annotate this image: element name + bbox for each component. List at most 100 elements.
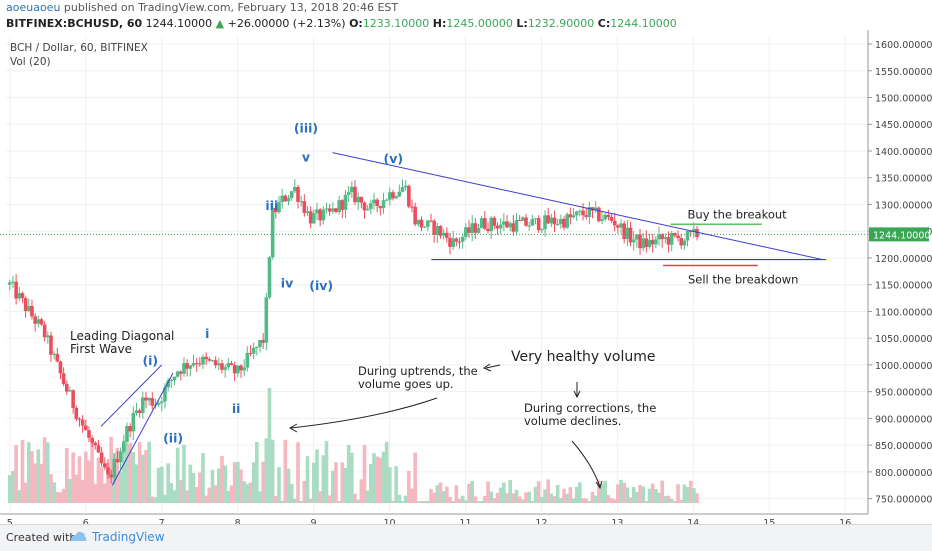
open-label: O: bbox=[349, 17, 363, 30]
candle-body bbox=[106, 467, 110, 475]
candle-body bbox=[441, 232, 446, 236]
candle-body bbox=[147, 398, 151, 401]
candle-body bbox=[71, 390, 75, 408]
candle-body bbox=[527, 225, 531, 227]
candle-body bbox=[609, 217, 614, 221]
tradingview-logo-icon bbox=[71, 531, 87, 541]
y-tick-label: 900.000000 bbox=[875, 414, 932, 425]
volume-bar bbox=[628, 497, 633, 503]
candle-body bbox=[245, 352, 250, 368]
volume-bar bbox=[293, 498, 297, 503]
volume-bar bbox=[251, 462, 256, 503]
candle-body bbox=[87, 430, 91, 438]
volume-bar bbox=[144, 449, 148, 503]
volume-bar bbox=[96, 457, 101, 503]
volume-bar bbox=[543, 489, 547, 503]
candle-body bbox=[638, 234, 642, 249]
volume-bar bbox=[68, 478, 72, 503]
y-tick-label: 1200.000000 bbox=[875, 254, 932, 265]
candle-body bbox=[302, 201, 307, 214]
volume-bar bbox=[153, 497, 158, 503]
diagonal-lower-line[interactable] bbox=[111, 372, 174, 486]
volume-bar bbox=[619, 479, 623, 503]
candle-body bbox=[191, 363, 196, 366]
volume-bar bbox=[359, 479, 364, 503]
candle-body bbox=[536, 218, 541, 231]
candle-body bbox=[685, 231, 690, 241]
volume-bar bbox=[451, 501, 455, 503]
candle-body bbox=[669, 232, 674, 245]
candle-body bbox=[524, 217, 528, 226]
candle-body bbox=[369, 203, 373, 209]
candle-body bbox=[131, 412, 136, 432]
candle-body bbox=[407, 185, 411, 207]
volume-bar bbox=[36, 449, 41, 503]
candle-body bbox=[207, 359, 212, 361]
candle-body bbox=[96, 445, 101, 453]
x-tick-label: 15 bbox=[763, 518, 775, 524]
candle-body bbox=[99, 452, 104, 464]
candle-body bbox=[568, 214, 573, 218]
volume-bar bbox=[365, 490, 370, 503]
x-tick-label: 7 bbox=[159, 518, 165, 524]
volume-bar bbox=[350, 452, 354, 503]
volume-bar bbox=[11, 470, 15, 503]
candle-body bbox=[251, 347, 256, 354]
y-tick-label: 850.000000 bbox=[875, 441, 932, 452]
candle-body bbox=[397, 191, 402, 197]
candle-body bbox=[312, 213, 316, 224]
volume-bar bbox=[42, 437, 47, 503]
volume-bar bbox=[166, 463, 170, 503]
candle-body bbox=[647, 239, 652, 248]
wave-label: iii bbox=[265, 198, 278, 213]
annotation-uptrend-1: During uptrends, the bbox=[358, 364, 478, 378]
close-value: 1244.10000 bbox=[610, 17, 677, 30]
volume-bar bbox=[479, 501, 484, 503]
volume-bar bbox=[20, 439, 25, 503]
volume-bar bbox=[194, 487, 199, 503]
volume-bar bbox=[536, 481, 541, 503]
tradingview-brand[interactable]: TradingView bbox=[92, 530, 165, 544]
diagonal-upper-line[interactable] bbox=[100, 364, 163, 427]
author-link[interactable]: aoeuaoeu bbox=[6, 1, 61, 14]
volume-bar bbox=[267, 388, 272, 503]
volume-bar bbox=[438, 482, 443, 503]
y-tick-label: 1300.000000 bbox=[875, 200, 932, 211]
candle-body bbox=[362, 202, 367, 211]
volume-bar bbox=[625, 487, 630, 503]
candle-body bbox=[565, 214, 569, 228]
volume-bar bbox=[71, 452, 75, 503]
volume-bar bbox=[441, 490, 446, 503]
volume-bar bbox=[419, 501, 424, 503]
volume-bar bbox=[340, 462, 345, 503]
x-tick-label: 13 bbox=[611, 518, 623, 524]
volume-bar bbox=[432, 492, 436, 503]
candle-body bbox=[321, 209, 326, 221]
candle-body bbox=[343, 194, 348, 210]
triangle-upper-line[interactable] bbox=[332, 152, 823, 261]
wave-label: (ii) bbox=[163, 430, 183, 445]
price-chart[interactable]: 1600.000000 1550.000000 1500.000000 1450.00… bbox=[0, 0, 932, 524]
volume-bar bbox=[695, 493, 699, 503]
candle-body bbox=[657, 234, 661, 240]
volume-bar bbox=[302, 480, 307, 503]
volume-bar bbox=[527, 491, 531, 503]
candle-body bbox=[546, 215, 550, 224]
volume-bar bbox=[502, 482, 506, 503]
volume-bar bbox=[106, 462, 110, 503]
volume-bar bbox=[660, 480, 664, 503]
volume-bar bbox=[470, 480, 474, 503]
candle-body bbox=[20, 293, 25, 299]
candle-body bbox=[194, 363, 199, 365]
candle-body bbox=[660, 234, 664, 240]
candle-body bbox=[334, 208, 338, 212]
arrow-corrections-volume bbox=[571, 440, 601, 488]
candle-body bbox=[112, 459, 117, 478]
candle-body bbox=[505, 221, 509, 228]
volume-bar bbox=[118, 471, 123, 503]
volume-bar bbox=[505, 493, 509, 503]
volume-bar bbox=[533, 486, 538, 503]
candle-body bbox=[616, 225, 620, 228]
volume-bar bbox=[356, 499, 360, 503]
candle-body bbox=[695, 228, 699, 238]
